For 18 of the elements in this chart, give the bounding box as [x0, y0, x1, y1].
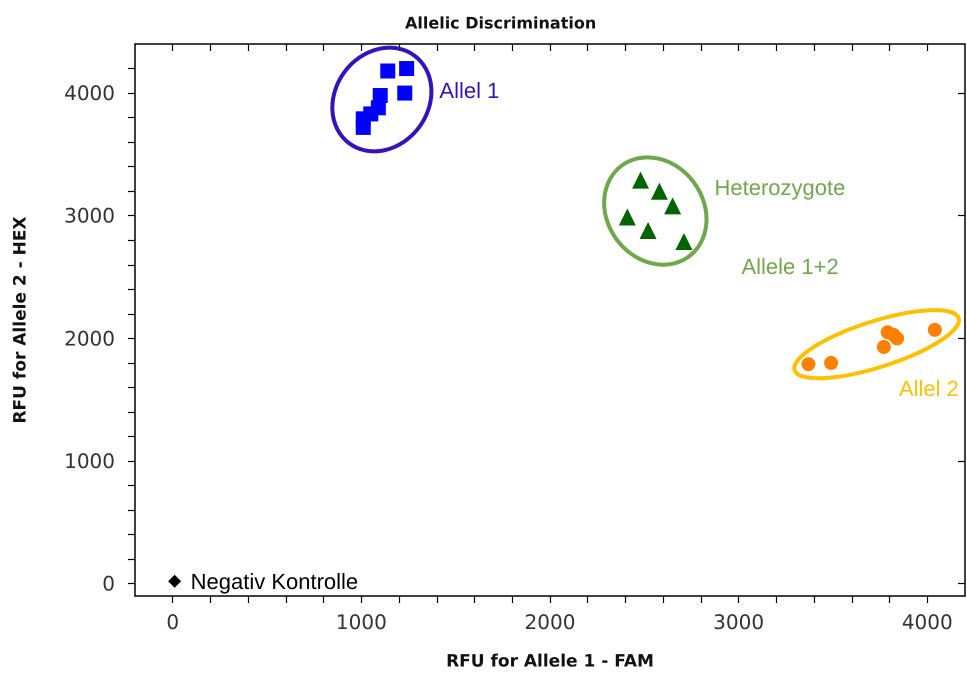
x-tick-label: 2000 — [524, 610, 576, 634]
x-axis-title: RFU for Allele 1 - FAM — [446, 652, 654, 672]
x-tick-label: 1000 — [336, 610, 387, 634]
annotation: Allele 1+2 — [741, 254, 839, 280]
y-tick-label: 1000 — [64, 449, 115, 474]
y-tick-label: 3000 — [64, 204, 115, 228]
y-axis-title: RFU for Allele 2 - HEX — [10, 216, 30, 424]
y-tick-label: 0 — [102, 572, 115, 596]
chart-title: Allelic Discrimination — [405, 14, 596, 32]
y-tick-label: 2000 — [64, 326, 115, 350]
x-tick-label: 0 — [166, 610, 180, 634]
series-label: Allel 1 — [439, 78, 500, 103]
series-label: Allel 2 — [898, 376, 959, 402]
series-label: Heterozygote — [714, 175, 846, 200]
series-label: Negativ Kontrolle — [190, 569, 358, 594]
x-tick-label: 4000 — [902, 610, 953, 634]
x-tick-label: 3000 — [713, 610, 764, 634]
y-tick-label: 4000 — [64, 81, 115, 106]
